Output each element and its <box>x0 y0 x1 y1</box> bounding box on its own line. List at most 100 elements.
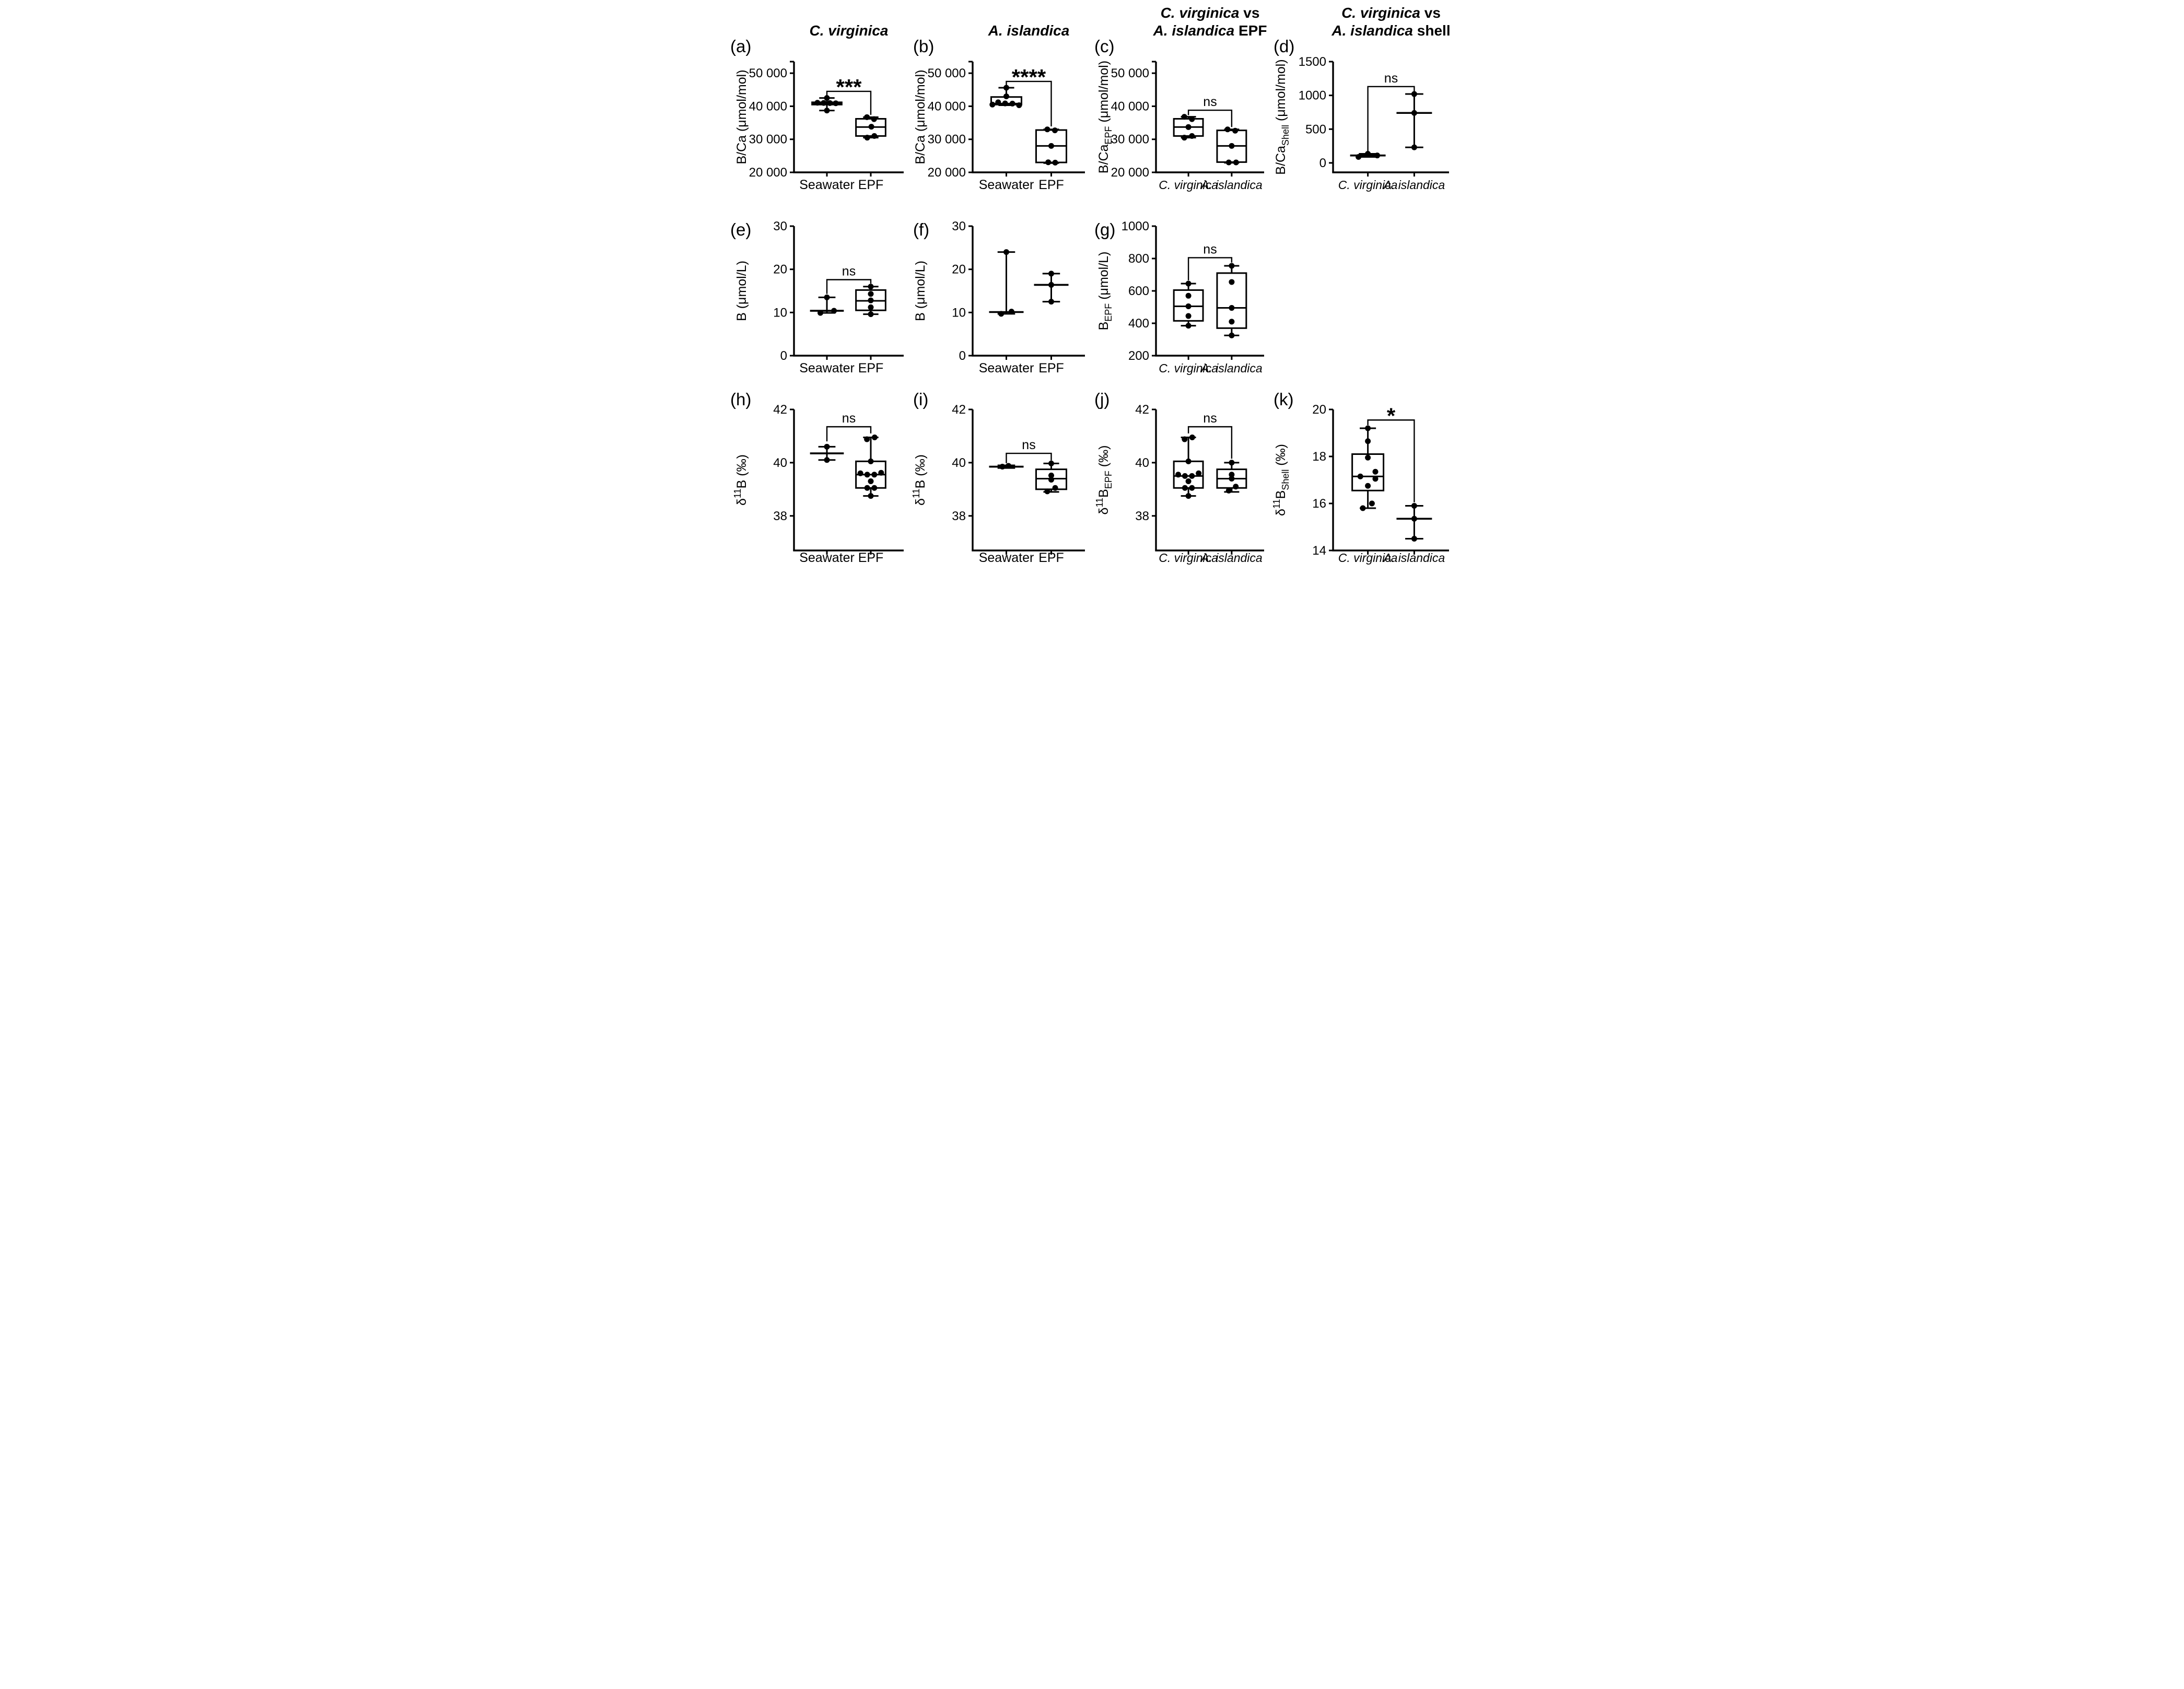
data-point <box>1185 280 1192 287</box>
data-point <box>833 100 839 107</box>
data-point <box>864 472 870 478</box>
data-point <box>1364 483 1371 489</box>
data-point <box>1228 143 1234 149</box>
data-point <box>864 485 870 491</box>
data-point <box>863 436 870 442</box>
data-point <box>824 294 830 300</box>
sig-bracket <box>1367 86 1415 152</box>
y-tick-label: 30 <box>952 219 966 233</box>
data-point <box>1372 468 1378 475</box>
data-point <box>1369 500 1375 507</box>
y-tick-label: 42 <box>773 403 787 417</box>
data-point <box>1052 159 1058 166</box>
data-point <box>1185 478 1192 485</box>
data-point <box>1048 472 1054 478</box>
y-tick-label: 1000 <box>1121 219 1149 233</box>
y-tick-label: 30 000 <box>1111 133 1149 147</box>
y-tick-label: 0 <box>1319 156 1326 170</box>
data-point <box>868 458 873 464</box>
sig-label: ns <box>842 264 855 279</box>
data-point <box>1228 305 1234 311</box>
y-tick-label: 50 000 <box>749 66 787 80</box>
data-point <box>1228 475 1234 482</box>
data-point <box>1228 460 1234 466</box>
sig-bracket <box>1187 109 1232 127</box>
data-point <box>1185 323 1192 329</box>
data-point <box>1228 263 1234 269</box>
y-tick-label: 20 000 <box>927 166 965 180</box>
data-point <box>1185 292 1192 299</box>
sig-label: **** <box>1011 65 1046 89</box>
data-point <box>1182 485 1188 491</box>
data-point <box>1185 124 1192 130</box>
data-point <box>871 133 877 139</box>
panel-b: A. islandica (b) 20 000 30 000 40 000 50 000B… <box>913 22 1085 192</box>
category-label: A. islandica <box>1200 551 1263 565</box>
y-axis-label: B/CaEPF (μmol/mol) <box>1096 61 1114 173</box>
data-point <box>1228 332 1234 338</box>
panel-letter: (g) <box>1094 220 1115 239</box>
y-tick-label: 20 <box>952 263 966 277</box>
data-point <box>1228 319 1234 325</box>
panel-letter: (f) <box>913 220 929 239</box>
sig-bracket <box>1187 426 1232 459</box>
data-point <box>868 297 873 303</box>
y-tick-label: 50 000 <box>927 66 965 80</box>
data-point <box>1052 485 1058 491</box>
data-point <box>1044 488 1050 495</box>
data-point <box>824 457 830 463</box>
category-label: EPF <box>1038 178 1064 192</box>
panel-h: (h) 38 40 42 δ11B (‰) Seawater EPF ns <box>730 390 904 565</box>
data-point <box>1008 309 1014 315</box>
y-tick-label: 38 <box>1135 509 1149 523</box>
data-point <box>1003 85 1009 91</box>
data-point <box>998 311 1004 317</box>
panel-letter: (i) <box>913 390 928 409</box>
data-point <box>1048 460 1054 466</box>
data-point <box>1232 484 1239 490</box>
data-point <box>1411 536 1417 542</box>
panel-e: (e) 0 10 20 30 B (μmol/L) Seawater EPF ns <box>730 219 904 376</box>
data-point <box>1364 454 1371 461</box>
category-label: A. islandica <box>1200 361 1263 375</box>
panel-title: A. islandica EPF <box>1152 22 1267 39</box>
data-point <box>868 493 873 499</box>
y-tick-label: 38 <box>773 509 787 523</box>
y-axis-label: B/Ca (μmol/mol) <box>734 69 749 164</box>
y-axis-label: B (μmol/L) <box>913 261 928 321</box>
y-tick-label: 0 <box>959 349 965 363</box>
data-point <box>1185 303 1192 309</box>
data-point <box>1233 159 1239 166</box>
data-point <box>1188 485 1195 491</box>
data-point <box>1364 425 1371 431</box>
data-point <box>1360 505 1366 511</box>
sig-label: *** <box>836 75 862 99</box>
panel-letter: (d) <box>1274 37 1294 56</box>
y-tick-label: 30 <box>773 219 787 233</box>
category-label: Seawater <box>978 178 1034 192</box>
data-point <box>871 472 877 478</box>
data-point <box>871 434 878 440</box>
data-point <box>1185 458 1192 464</box>
y-tick-label: 30 000 <box>749 133 787 147</box>
data-point <box>824 95 830 101</box>
category-label: A. islandica <box>1382 551 1445 565</box>
y-tick-label: 500 <box>1305 122 1326 136</box>
panel-c: C. virginica vsA. islandica EPF (c) 20 000… <box>1094 5 1267 192</box>
y-tick-label: 30 000 <box>927 133 965 147</box>
data-point <box>1355 154 1361 160</box>
sig-bracket <box>826 426 871 442</box>
data-point <box>1188 473 1195 479</box>
y-axis-label: δ11B (‰) <box>911 454 928 506</box>
panel-i: (i) 38 40 42 δ11B (‰) Seawater EPF ns <box>911 390 1085 565</box>
y-tick-label: 40 <box>773 456 787 470</box>
sig-label: * <box>1386 403 1395 428</box>
sig-bracket <box>1005 452 1052 463</box>
y-tick-label: 600 <box>1128 284 1149 298</box>
y-tick-label: 16 <box>1312 497 1326 511</box>
y-tick-label: 42 <box>1135 403 1149 417</box>
data-point <box>1224 126 1231 133</box>
panel-letter: (k) <box>1274 390 1293 409</box>
